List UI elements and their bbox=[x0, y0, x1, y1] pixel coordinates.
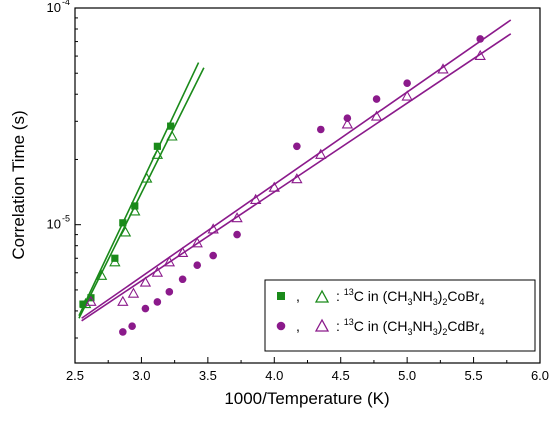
data-point-triangle bbox=[437, 63, 449, 74]
legend-marker-filled-square bbox=[277, 292, 285, 300]
fit-lines bbox=[78, 19, 512, 322]
fit-line bbox=[81, 19, 512, 319]
data-point-triangle bbox=[85, 295, 97, 306]
y-tick-label: 10 bbox=[47, 0, 61, 15]
data-point-triangle bbox=[191, 237, 203, 248]
x-tick-label: 2.5 bbox=[66, 368, 84, 383]
data-point-circle bbox=[128, 322, 136, 331]
data-point-circle bbox=[178, 275, 187, 284]
legend-entry-cobr: , : 13C in (CH3NH3)2CoBr4 bbox=[277, 287, 484, 307]
legend-label-cdbr: : 13C in (CH3NH3)2CdBr4 bbox=[336, 317, 484, 337]
data-point-circle bbox=[153, 298, 162, 306]
x-tick-label: 3.0 bbox=[132, 368, 150, 383]
data-point-triangle bbox=[268, 181, 280, 192]
x-tick-label: 4.0 bbox=[265, 368, 283, 383]
data-point-triangle bbox=[129, 205, 141, 216]
data-point-triangle bbox=[79, 297, 92, 309]
fit-line bbox=[78, 67, 205, 319]
data-point-triangle bbox=[119, 226, 132, 237]
x-axis: 2.5 3.0 3.5 4.0 4.5 5.0 5.5 6.0 bbox=[66, 357, 549, 383]
data-point-circle bbox=[476, 35, 485, 43]
legend-entry-cdbr: , : 13C in (CH3NH3)2CdBr4 bbox=[276, 317, 484, 337]
legend-comma: , bbox=[296, 318, 300, 334]
data-point-triangle bbox=[341, 118, 354, 129]
data-point-triangle bbox=[166, 130, 178, 141]
data-point-square bbox=[153, 142, 161, 150]
data-point-circle bbox=[316, 125, 325, 134]
data-point-triangle bbox=[151, 266, 164, 277]
data-point-triangle bbox=[401, 90, 413, 101]
data-point-triangle bbox=[315, 148, 327, 159]
data-point-circle bbox=[193, 261, 202, 270]
x-tick-label: 5.0 bbox=[398, 368, 416, 383]
x-axis-title: 1000/Temperature (K) bbox=[224, 389, 389, 408]
fit-line bbox=[81, 33, 512, 322]
data-points bbox=[79, 35, 486, 336]
legend-marker-filled-circle bbox=[276, 321, 286, 331]
legend-comma: , bbox=[296, 288, 300, 304]
data-point-triangle bbox=[163, 256, 176, 267]
data-point-triangle bbox=[207, 223, 219, 234]
data-point-circle bbox=[293, 142, 301, 151]
data-point-square bbox=[119, 219, 127, 227]
legend-marker-open-triangle bbox=[314, 318, 330, 332]
x-tick-label: 4.5 bbox=[332, 368, 350, 383]
data-point-circle bbox=[372, 95, 381, 103]
data-point-triangle bbox=[474, 49, 486, 61]
fit-line bbox=[78, 62, 200, 317]
y-tick-label-exponent: -4 bbox=[62, 0, 70, 7]
data-point-circle bbox=[165, 288, 174, 296]
data-point-circle bbox=[233, 230, 241, 239]
y-tick-label: 10 bbox=[47, 217, 61, 232]
legend-label-cobr: : 13C in (CH3NH3)2CoBr4 bbox=[336, 287, 484, 307]
data-point-triangle bbox=[141, 172, 153, 183]
x-tick-label: 3.5 bbox=[199, 368, 217, 383]
y-axis: 10-510-4 bbox=[47, 0, 81, 339]
y-axis-title: Correlation Time (s) bbox=[9, 110, 28, 259]
data-point-square bbox=[167, 122, 175, 130]
data-point-triangle bbox=[151, 148, 164, 159]
legend-box bbox=[264, 279, 536, 352]
data-point-triangle bbox=[117, 295, 129, 306]
data-point-triangle bbox=[127, 287, 140, 298]
data-point-circle bbox=[343, 114, 352, 123]
data-point-triangle bbox=[95, 269, 108, 280]
data-point-circle bbox=[209, 251, 217, 260]
data-point-triangle bbox=[249, 193, 262, 204]
data-point-circle bbox=[119, 328, 127, 336]
x-tick-label: 5.5 bbox=[465, 368, 483, 383]
data-point-triangle bbox=[139, 276, 152, 287]
data-point-triangle bbox=[109, 256, 121, 267]
data-point-triangle bbox=[291, 173, 303, 184]
data-point-triangle bbox=[370, 110, 383, 121]
legend: , : 13C in (CH3NH3)2CoBr4 , : 13C in (CH… bbox=[264, 279, 536, 352]
legend-marker-open-triangle bbox=[314, 289, 330, 303]
data-point-triangle bbox=[231, 212, 243, 223]
x-tick-label: 6.0 bbox=[531, 368, 549, 383]
data-point-circle bbox=[141, 304, 150, 313]
data-point-triangle bbox=[176, 246, 189, 257]
y-tick-label-exponent: -5 bbox=[62, 214, 70, 224]
data-point-circle bbox=[403, 79, 411, 87]
